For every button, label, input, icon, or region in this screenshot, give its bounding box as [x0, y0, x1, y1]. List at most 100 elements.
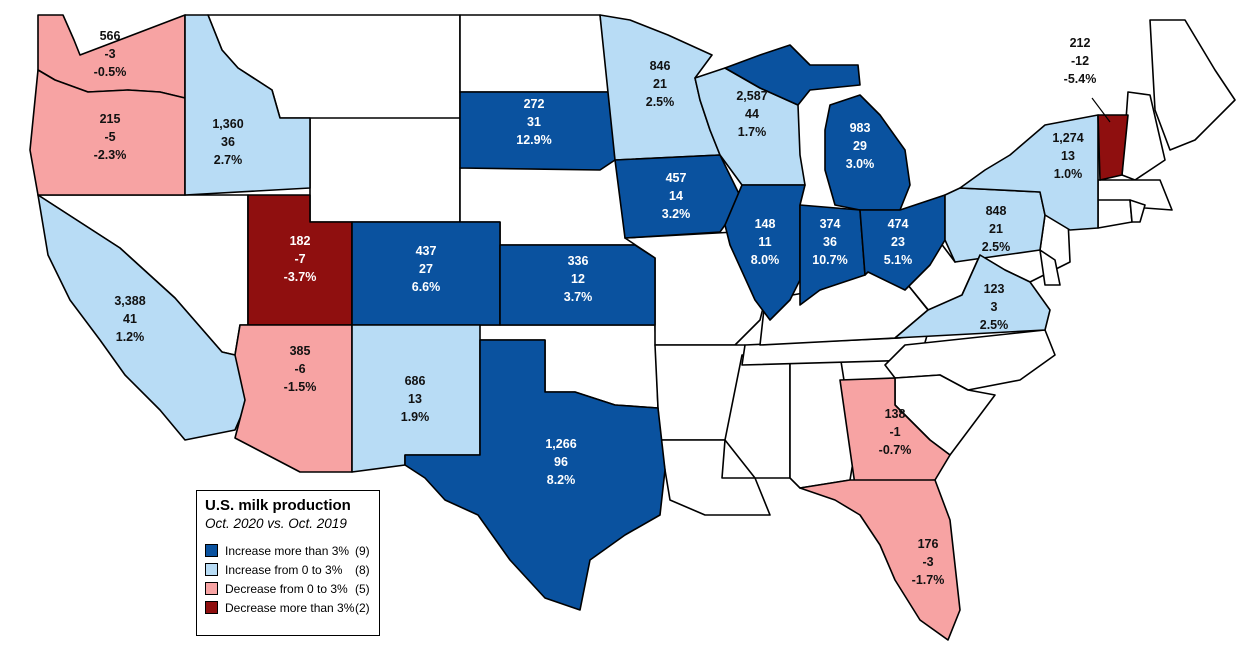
legend-count: (2): [355, 600, 370, 615]
state-label-ut-percent: -3.7%: [284, 270, 317, 284]
legend-title: U.S. milk production: [205, 497, 351, 514]
state-label-ut-change: -7: [294, 252, 305, 266]
state-label-ny-production: 1,274: [1052, 131, 1083, 145]
vermont-leader-line: [1091, 97, 1111, 123]
legend-subtitle: Oct. 2020 vs. Oct. 2019: [205, 516, 347, 531]
state-label-wi-change: 44: [745, 107, 759, 121]
state-label-ks-production: 336: [568, 254, 589, 268]
state-label-fl-production: 176: [918, 537, 939, 551]
state-label-nm-percent: 1.9%: [401, 410, 430, 424]
state-label-wa-change: -3: [104, 47, 115, 61]
state-label-co-change: 27: [419, 262, 433, 276]
legend-swatch-increase-0-3: [205, 563, 218, 576]
state-label-mn-change: 21: [653, 77, 667, 91]
state-label-oh-change: 23: [891, 235, 905, 249]
state-ID: [184, 14, 311, 196]
state-label-mi-change: 29: [853, 139, 867, 153]
state-label-id-production: 1,360: [212, 117, 243, 131]
state-label-ga-percent: -0.7%: [879, 443, 912, 457]
legend-swatch-decrease-gt3: [205, 601, 218, 614]
state-label-nm-production: 686: [405, 374, 426, 388]
state-CT: [1097, 199, 1133, 229]
legend-item-decrease-gt3: Decrease more than 3% (2): [205, 598, 371, 617]
state-TX: [404, 339, 666, 611]
state-label-sd-change: 31: [527, 115, 541, 129]
state-label-mn-percent: 2.5%: [646, 95, 675, 109]
state-label-il-change: 11: [758, 235, 771, 249]
state-label-va-percent: 2.5%: [980, 318, 1009, 332]
state-label-nm-change: 13: [408, 392, 422, 406]
state-label-fl-change: -3: [922, 555, 933, 569]
state-OR: [29, 69, 186, 196]
legend-count: (5): [355, 581, 370, 596]
state-label-fl-percent: -1.7%: [912, 573, 945, 587]
state-RI: [1129, 199, 1146, 223]
state-label-ga-production: 138: [885, 407, 906, 421]
state-shapes: [29, 14, 1236, 641]
state-label-sd-production: 272: [524, 97, 545, 111]
state-label-co-production: 437: [416, 244, 437, 258]
state-label-az-percent: -1.5%: [284, 380, 317, 394]
state-VT: [1097, 114, 1129, 181]
state-label-ca-production: 3,388: [114, 294, 145, 308]
state-label-wa-percent: -0.5%: [94, 65, 127, 79]
state-label-pa-percent: 2.5%: [982, 240, 1011, 254]
state-label-wi-production: 2,587: [736, 89, 767, 103]
state-label-ga-change: -1: [889, 425, 900, 439]
legend-count: (9): [355, 543, 370, 558]
state-label-or-percent: -2.3%: [94, 148, 127, 162]
legend-item-decrease-0-3: Decrease from 0 to 3% (5): [205, 579, 371, 598]
legend-label: Decrease from 0 to 3%: [225, 581, 348, 596]
state-label-vt-percent: -5.4%: [1064, 72, 1097, 86]
legend-swatch-increase-gt3: [205, 544, 218, 557]
state-KS: [499, 244, 656, 326]
state-label-pa-change: 21: [989, 222, 1003, 236]
state-label-tx-change: 96: [554, 455, 568, 469]
state-label-tx-percent: 8.2%: [547, 473, 576, 487]
state-MI: [824, 94, 911, 211]
state-label-id-change: 36: [221, 135, 235, 149]
state-label-ia-production: 457: [666, 171, 687, 185]
state-LA: [659, 439, 771, 516]
state-label-wi-percent: 1.7%: [738, 125, 767, 139]
state-OH: [859, 194, 946, 291]
state-CA: [37, 194, 249, 441]
state-WY: [309, 117, 461, 223]
legend-item-increase-0-3: Increase from 0 to 3% (8): [205, 560, 371, 579]
state-label-co-percent: 6.6%: [412, 280, 441, 294]
state-label-ny-percent: 1.0%: [1054, 167, 1083, 181]
legend-label: Increase more than 3%: [225, 543, 350, 558]
state-label-az-change: -6: [294, 362, 305, 376]
state-labels: 566 -3 -0.5% 215 -5 -2.3% 1,360 36 2.7% 3,388 41 1.…: [94, 29, 1097, 587]
state-label-il-production: 148: [755, 217, 776, 231]
state-VA: [894, 254, 1051, 339]
state-label-or-production: 215: [100, 112, 121, 126]
legend-label: Increase from 0 to 3%: [225, 562, 343, 577]
state-label-ca-percent: 1.2%: [116, 330, 145, 344]
state-label-ia-change: 14: [669, 189, 683, 203]
state-ND: [459, 14, 611, 93]
state-label-in-production: 374: [820, 217, 841, 231]
legend: U.S. milk production Oct. 2020 vs. Oct. …: [196, 490, 380, 636]
state-label-id-percent: 2.7%: [214, 153, 243, 167]
state-label-in-change: 36: [823, 235, 837, 249]
state-label-az-production: 385: [290, 344, 311, 358]
state-label-vt-production: 212: [1070, 36, 1091, 50]
state-label-oh-production: 474: [888, 217, 909, 231]
state-label-mi-production: 983: [850, 121, 871, 135]
state-IL: [724, 184, 806, 321]
state-label-va-change: 3: [991, 300, 998, 314]
state-label-or-change: -5: [104, 130, 115, 144]
state-label-oh-percent: 5.1%: [884, 253, 913, 267]
state-label-ia-percent: 3.2%: [662, 207, 691, 221]
state-label-sd-percent: 12.9%: [516, 133, 551, 147]
state-SD: [459, 91, 616, 171]
state-label-ks-percent: 3.7%: [564, 290, 593, 304]
legend-swatch-decrease-0-3: [205, 582, 218, 595]
state-label-pa-production: 848: [986, 204, 1007, 218]
state-NY: [959, 114, 1099, 231]
state-label-vt-change: -12: [1071, 54, 1089, 68]
state-GA: [839, 377, 951, 486]
state-label-ca-change: 41: [123, 312, 137, 326]
state-label-mn-production: 846: [650, 59, 671, 73]
